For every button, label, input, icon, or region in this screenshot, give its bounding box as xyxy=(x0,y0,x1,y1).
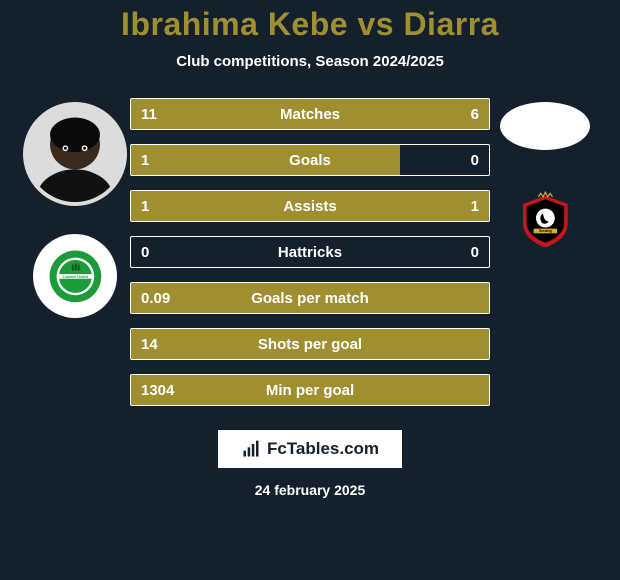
stat-row: 00Hattricks xyxy=(130,236,490,268)
stat-label: Assists xyxy=(131,198,489,215)
stat-label: Goals xyxy=(131,152,489,169)
right-player-column: Seraing xyxy=(490,94,600,262)
stat-row: 14Shots per goal xyxy=(130,328,490,360)
stat-bars: 116Matches 10Goals 11Assists 00Hattricks 0.0… xyxy=(130,94,490,406)
stat-row: 11Assists xyxy=(130,190,490,222)
club-crest-icon: Lommel United xyxy=(46,247,105,306)
left-club-logo: Lommel United xyxy=(33,234,117,318)
stat-label: Matches xyxy=(131,106,489,123)
stat-label: Min per goal xyxy=(131,382,489,399)
stat-row: 10Goals xyxy=(130,144,490,176)
left-player-column: Lommel United xyxy=(20,94,130,318)
left-player-avatar xyxy=(23,102,127,206)
club-crest-icon: Seraing xyxy=(516,191,575,250)
right-player-avatar xyxy=(500,102,590,150)
comparison-card: Ibrahima Kebe vs Diarra Club competition… xyxy=(0,0,620,580)
stat-label: Goals per match xyxy=(131,290,489,307)
stat-row: 116Matches xyxy=(130,98,490,130)
right-club-name: Seraing xyxy=(539,229,552,233)
stat-row: 1304Min per goal xyxy=(130,374,490,406)
stat-label: Shots per goal xyxy=(131,336,489,353)
footer-date: 24 february 2025 xyxy=(255,482,366,498)
page-subtitle: Club competitions, Season 2024/2025 xyxy=(176,53,444,70)
page-title: Ibrahima Kebe vs Diarra xyxy=(121,6,499,43)
brand-badge: FcTables.com xyxy=(218,430,402,468)
person-icon xyxy=(27,106,123,202)
chart-icon xyxy=(241,439,261,459)
left-club-name: Lommel United xyxy=(62,275,87,279)
stats-area: Lommel United 116Matches 10Goals 11Assists… xyxy=(0,94,620,406)
right-club-logo: Seraing xyxy=(503,178,587,262)
brand-text: FcTables.com xyxy=(267,439,379,459)
stat-row: 0.09Goals per match xyxy=(130,282,490,314)
stat-label: Hattricks xyxy=(131,244,489,261)
